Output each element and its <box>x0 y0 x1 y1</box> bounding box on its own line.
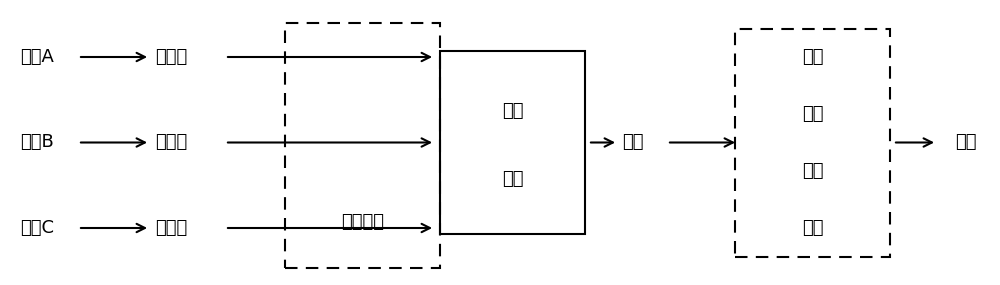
Text: 混合: 混合 <box>502 103 523 121</box>
Text: 冰机降温: 冰机降温 <box>341 213 384 231</box>
Text: 计数泵: 计数泵 <box>155 133 187 152</box>
Text: 物料B: 物料B <box>20 133 54 152</box>
Text: 反应: 反应 <box>502 170 523 188</box>
Text: 脱溶: 脱溶 <box>802 219 823 237</box>
Text: 产品: 产品 <box>955 133 976 152</box>
Text: 物料C: 物料C <box>20 219 54 237</box>
Text: 计数泵: 计数泵 <box>155 48 187 66</box>
Text: 洗涤: 洗涤 <box>802 162 823 180</box>
Bar <box>735 28 890 256</box>
Bar <box>285 23 440 268</box>
Text: 分液: 分液 <box>802 48 823 66</box>
Text: 萌取: 萌取 <box>802 105 823 123</box>
Text: 淡灭: 淡灭 <box>622 133 644 152</box>
Bar <box>440 51 585 234</box>
Text: 计数泵: 计数泵 <box>155 219 187 237</box>
Text: 物料A: 物料A <box>20 48 54 66</box>
